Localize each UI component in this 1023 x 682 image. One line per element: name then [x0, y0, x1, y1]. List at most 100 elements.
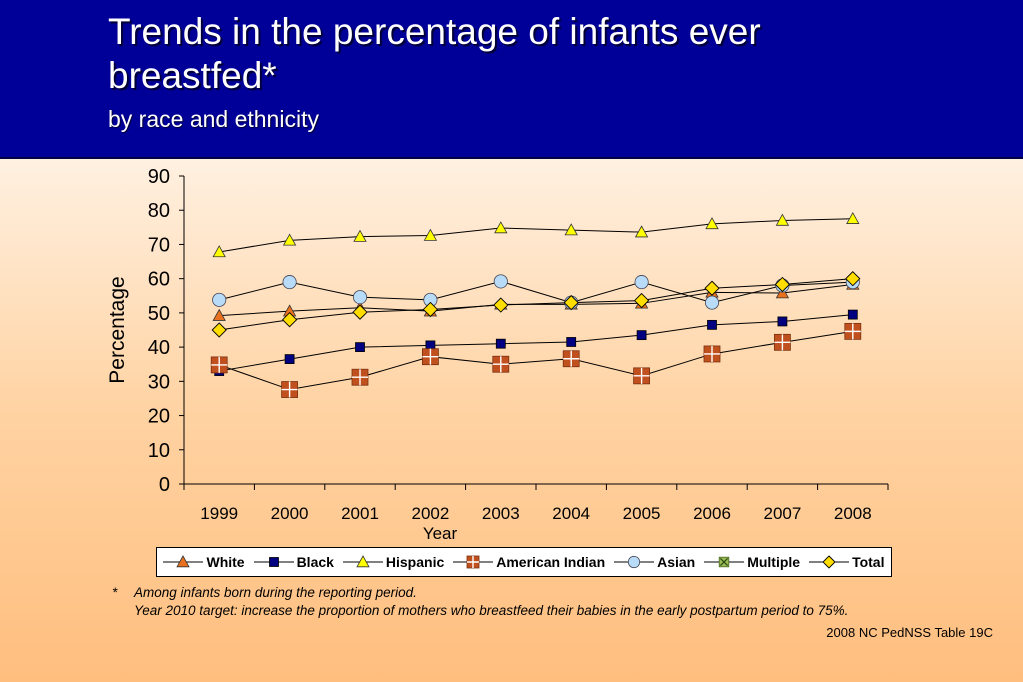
- data-point-black: [847, 309, 858, 320]
- legend-swatch-multiple: [704, 556, 745, 568]
- legend-marker-white: [176, 555, 191, 568]
- y-tick-label: 80: [148, 200, 170, 222]
- x-axis-label: Year: [423, 524, 458, 543]
- legend-item-hispanic: Hispanic: [342, 553, 445, 571]
- legend-marker-asian: [628, 555, 641, 569]
- data-point-total: [211, 322, 227, 338]
- legend-swatch-white: [163, 555, 204, 568]
- data-point-hispanic: [634, 225, 649, 238]
- legend-item-asian: Asian: [614, 553, 695, 571]
- x-tick-label: 2008: [834, 504, 872, 523]
- data-point-total: [563, 294, 579, 311]
- data-point-hispanic: [494, 221, 508, 234]
- series-line-black: [219, 314, 853, 372]
- data-point-total: [493, 297, 509, 313]
- data-point-american-indian: [351, 368, 369, 386]
- legend-marker-american-indian: [466, 555, 480, 569]
- data-point-total: [281, 312, 298, 328]
- legend-marker-total: [822, 555, 836, 569]
- data-point-total: [774, 276, 791, 293]
- source-note: 2008 NC PedNSS Table 19C: [826, 625, 993, 640]
- legend-marker-multiple: [719, 556, 730, 568]
- data-point-hispanic: [705, 217, 719, 230]
- data-point-asian: [493, 274, 508, 289]
- series-line-hispanic: [219, 218, 853, 253]
- y-tick-label: 20: [148, 406, 170, 428]
- data-point-black: [707, 319, 717, 330]
- legend-swatch-hispanic: [342, 555, 383, 568]
- y-tick-label: 30: [148, 371, 170, 393]
- y-tick-label: 40: [148, 337, 170, 359]
- x-tick-label: 2006: [693, 504, 731, 523]
- data-point-black: [355, 342, 365, 353]
- data-point-american-indian: [774, 333, 791, 351]
- series-line-total: [219, 278, 853, 331]
- data-point-asian: [282, 275, 297, 290]
- data-point-asian: [352, 290, 368, 305]
- legend-item-american-indian: American Indian: [453, 553, 605, 571]
- line-chart: 0 10 20 30 40 50 60 70 80 90 1999 2000 2001 2002 2003 2…: [106, 166, 889, 543]
- data-point-black: [566, 337, 577, 347]
- data-point-black: [777, 316, 788, 327]
- data-point-american-indian: [421, 348, 439, 366]
- legend-label-white: White: [206, 554, 245, 570]
- data-point-american-indian: [703, 345, 721, 363]
- data-point-american-indian: [210, 356, 228, 374]
- legend-marker-black: [268, 557, 279, 567]
- data-point-black: [495, 338, 506, 349]
- legend-label-multiple: Multiple: [747, 554, 801, 570]
- series-line-asian: [219, 280, 853, 304]
- data-point-total: [352, 304, 368, 320]
- data-point-american-indian: [844, 322, 862, 340]
- data-point-asian: [634, 275, 649, 290]
- legend-item-multiple: Multiple: [704, 553, 800, 571]
- chart-legend: White Black Hispanic American Indian Asian Mu…: [156, 547, 892, 577]
- y-tick-label: 10: [148, 440, 170, 462]
- data-point-hispanic: [353, 229, 367, 242]
- legend-swatch-american-indian: [453, 555, 494, 569]
- title-bar: Trends in the percentage of infants ever…: [0, 0, 1023, 159]
- y-tick-label: 50: [148, 303, 170, 325]
- y-tick-label: 60: [148, 269, 170, 291]
- legend-label-hispanic: Hispanic: [385, 554, 445, 570]
- data-point-black: [636, 330, 647, 341]
- x-tick-label: 2007: [763, 504, 801, 523]
- legend-label-total: Total: [852, 554, 885, 570]
- x-tick-label: 2000: [271, 504, 309, 523]
- y-axis-label: Percentage: [106, 276, 129, 383]
- x-tick-label: 2001: [341, 504, 379, 523]
- x-tick-label: 2003: [482, 504, 520, 523]
- footnote-marker: *: [112, 585, 118, 600]
- data-point-white: [212, 308, 226, 321]
- y-tick-label: 90: [148, 166, 170, 188]
- legend-item-black: Black: [253, 553, 334, 571]
- data-point-total: [704, 280, 720, 296]
- data-point-total: [633, 292, 650, 309]
- data-point-american-indian: [492, 355, 510, 373]
- data-point-hispanic: [282, 233, 297, 246]
- x-tick-label: 2004: [552, 504, 590, 523]
- legend-label-american-indian: American Indian: [496, 554, 606, 570]
- data-point-hispanic: [564, 223, 578, 236]
- data-point-hispanic: [775, 213, 790, 226]
- legend-label-black: Black: [296, 554, 334, 570]
- legend-marker-hispanic: [356, 555, 370, 568]
- data-point-asian: [212, 292, 227, 307]
- data-point-american-indian: [562, 350, 580, 368]
- legend-item-white: White: [163, 553, 245, 571]
- legend-item-total: Total: [809, 553, 884, 571]
- y-tick-label: 0: [159, 474, 170, 496]
- data-point-total: [845, 271, 861, 287]
- legend-swatch-asian: [614, 555, 655, 569]
- legend-swatch-total: [809, 555, 850, 569]
- data-point-total: [422, 301, 439, 318]
- x-tick-label: 1999: [200, 504, 238, 523]
- footnote-line-2: Year 2010 target: increase the proportio…: [134, 603, 849, 618]
- x-tick-label: 2002: [411, 504, 449, 523]
- data-point-american-indian: [281, 381, 299, 398]
- slide-title: Trends in the percentage of infants ever…: [108, 11, 761, 96]
- legend-label-asian: Asian: [657, 554, 696, 570]
- y-tick-label: 70: [148, 234, 170, 256]
- data-point-black: [284, 354, 295, 364]
- data-point-hispanic: [212, 245, 226, 258]
